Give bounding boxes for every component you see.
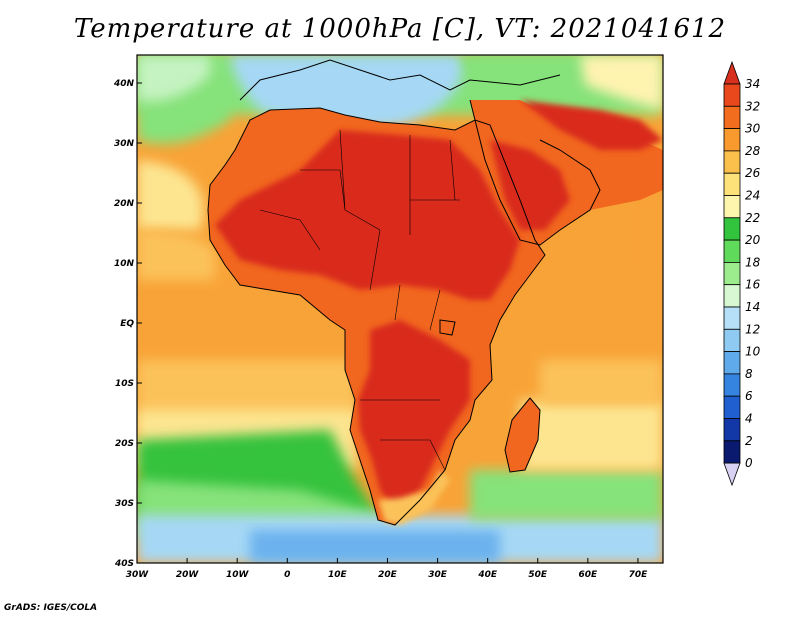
lon-label: 30W [126, 570, 150, 580]
axis-labels: 30W 20W 10W 0 10E 20E 30E 40E 50E 60E 70E 40N 30N 20N… [113, 79, 648, 580]
colorbar-swatch [723, 395, 741, 419]
field-indian-lightorange [540, 360, 663, 405]
colorbar-label: 32 [745, 99, 760, 113]
arabia-coastline [469, 99, 601, 246]
colorbar-swatch [723, 150, 741, 174]
field-iran-north [580, 55, 663, 110]
field-indian-yellow [520, 400, 663, 470]
colorbar-swatch [723, 351, 741, 375]
lat-label: 10N [114, 259, 135, 269]
lat-label: 40N [113, 79, 135, 89]
lon-label: 30E [428, 570, 448, 580]
field-atlantic-lightorange [137, 230, 215, 280]
lon-label: 70E [629, 570, 649, 580]
colorbar-swatch [723, 239, 741, 263]
lon-label: 50E [528, 570, 548, 580]
colorbar-label: 34 [745, 77, 760, 91]
lat-label: 40S [114, 559, 134, 569]
field-cape-lightorange [378, 470, 450, 525]
colorbar-label: 28 [745, 144, 761, 158]
colorbar-top-arrow [723, 60, 741, 85]
colorbar-label: 16 [745, 278, 761, 292]
madagascar-coastline [504, 397, 541, 473]
colorbar-swatch [723, 284, 741, 308]
colorbar-swatch [723, 105, 741, 130]
grads-credit: GrADS: IGES/COLA [4, 603, 98, 613]
colorbar-swatch [723, 217, 741, 241]
field-turkey [460, 55, 600, 93]
lat-label: 30N [114, 139, 135, 149]
field-south-midblue [250, 530, 500, 563]
colorbar-swatch [723, 440, 741, 464]
colorbar-swatch [723, 83, 741, 107]
plot-frame [136, 54, 664, 564]
field-india-coast [630, 200, 663, 270]
colorbar-swatch [723, 306, 741, 330]
lon-label: 20E [378, 570, 398, 580]
lat-label: 20S [115, 439, 134, 449]
field-sahel-core [215, 130, 520, 300]
lat-label: 30S [115, 499, 134, 509]
colorbar-label: 4 [745, 412, 753, 426]
europe-coastline [239, 59, 561, 101]
colorbar-bottom-arrow [723, 462, 741, 487]
colorbar-label: 8 [745, 367, 753, 381]
colorbar-label: 30 [745, 122, 761, 136]
colorbar-label: 22 [745, 211, 760, 225]
map-field [137, 55, 663, 563]
colorbar-label: 24 [745, 189, 760, 203]
colorbar-label: 6 [745, 389, 753, 403]
colorbar-label: 26 [745, 166, 761, 180]
colorbar-label: 10 [745, 345, 761, 359]
africa-coastline [207, 107, 546, 526]
lake-victoria [439, 319, 456, 336]
lat-label: EQ [120, 319, 134, 329]
field-iran-core [520, 100, 663, 150]
lon-label: 10W [226, 570, 250, 580]
colorbar-swatch [723, 328, 741, 352]
map-title: Temperature at 1000hPa [C], VT: 20210416… [73, 14, 727, 44]
lon-label: 10E [328, 570, 348, 580]
lon-label: 20W [176, 570, 200, 580]
field-arabia-core [490, 140, 570, 230]
lat-label: 10S [115, 379, 134, 389]
lat-label: 20N [114, 199, 135, 209]
field-atlantic-paleblue [137, 55, 210, 102]
colorbar-swatch [723, 261, 741, 286]
lon-label: 40E [477, 570, 498, 580]
lon-label: 60E [579, 570, 599, 580]
field-south-africa-core [358, 320, 470, 510]
field-indian-south-green [470, 470, 663, 520]
colorbar-swatch [723, 418, 741, 442]
colorbar-swatch [723, 128, 741, 152]
colorbar-swatch [723, 373, 741, 397]
lon-label: 0 [284, 570, 290, 580]
colorbar-swatch [723, 172, 741, 196]
colorbar-label: 14 [745, 300, 760, 314]
border-lines [259, 129, 460, 471]
colorbar-label: 2 [745, 434, 753, 448]
coastlines [207, 59, 601, 526]
colorbar-label: 20 [745, 233, 761, 247]
field-atlantic-yellow [137, 160, 204, 230]
colorbar-label: 18 [745, 255, 761, 269]
field-madagascar [505, 398, 540, 472]
colorbar-label: 12 [745, 322, 760, 336]
colorbar-label: 0 [745, 456, 753, 470]
colorbar-swatch [723, 195, 741, 219]
